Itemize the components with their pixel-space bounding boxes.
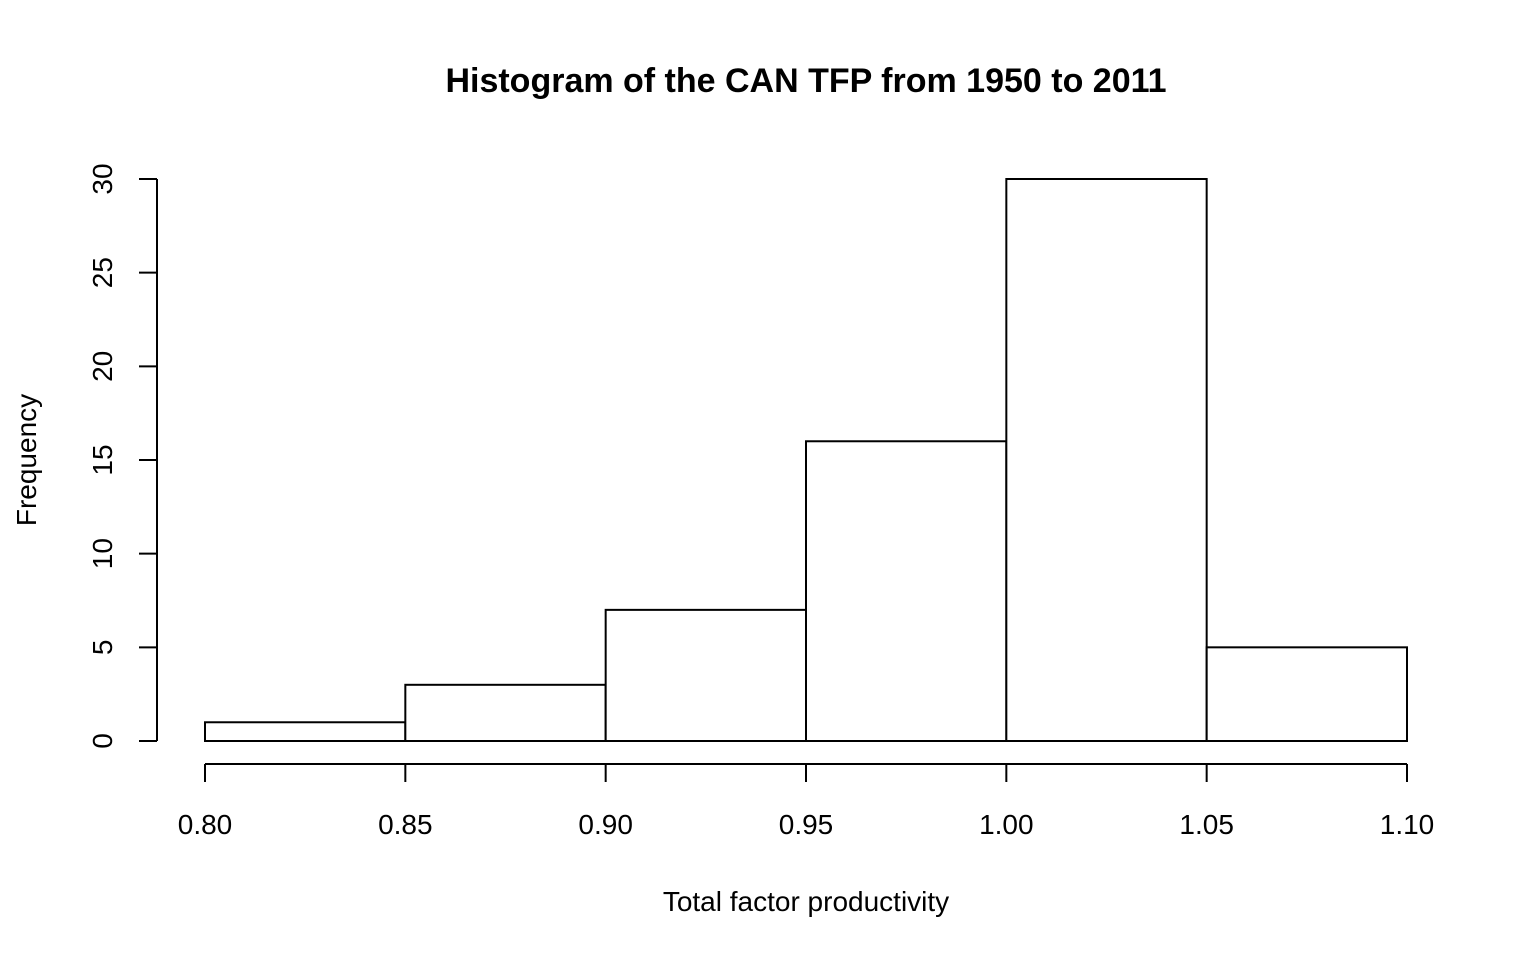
x-tick-label: 1.05 — [1179, 809, 1234, 840]
bars-group — [204, 178, 1408, 742]
histogram-bar-5 — [1205, 646, 1408, 742]
x-tick-label: 1.00 — [979, 809, 1034, 840]
y-tick-label: 15 — [87, 444, 118, 475]
y-axis-label: Frequency — [11, 394, 42, 526]
histogram-bar-1 — [404, 683, 607, 742]
histogram-bar-3 — [805, 440, 1008, 742]
histogram-bar-0 — [204, 721, 407, 742]
histogram-bar-2 — [604, 608, 808, 742]
y-axis: 0 5 10 15 20 25 30 — [87, 163, 158, 749]
x-tick-label: 1.10 — [1380, 809, 1435, 840]
x-tick-label: 0.85 — [378, 809, 433, 840]
x-axis-label: Total factor productivity — [663, 886, 949, 917]
histogram-bar-4 — [1005, 178, 1208, 742]
y-tick-label: 5 — [87, 640, 118, 656]
chart-title: Histogram of the CAN TFP from 1950 to 20… — [445, 62, 1166, 100]
y-tick-label: 0 — [87, 733, 118, 749]
y-tick-label: 20 — [87, 351, 118, 382]
y-tick-label: 25 — [87, 257, 118, 288]
y-tick-label: 30 — [87, 163, 118, 194]
x-axis: 0.80 0.85 0.90 0.95 1.00 1.05 1.10 — [178, 763, 1435, 840]
x-tick-label: 0.80 — [178, 809, 233, 840]
y-tick-label: 10 — [87, 538, 118, 569]
x-tick-label: 0.95 — [779, 809, 834, 840]
x-tick-label: 0.90 — [578, 809, 633, 840]
